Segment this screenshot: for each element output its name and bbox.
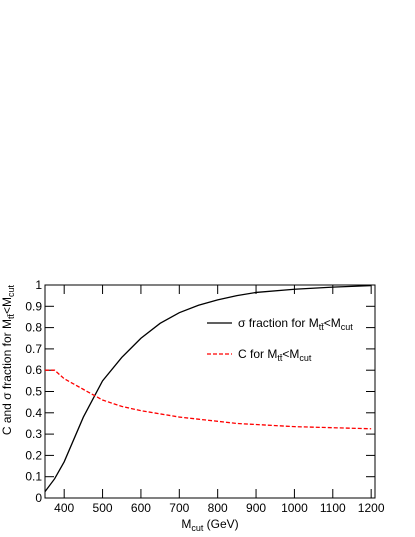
- legend-label: C for Mtt̄<Mcut: [238, 347, 312, 363]
- y-tick-label: 1: [35, 278, 42, 292]
- y-tick-label: 0: [35, 491, 42, 505]
- x-tick-label: 400: [54, 501, 74, 515]
- x-tick-label: 900: [246, 501, 266, 515]
- y-tick-label: 0.1: [25, 470, 42, 484]
- x-tick-label: 1100: [320, 501, 346, 515]
- x-tick-label: 1000: [281, 501, 308, 515]
- y-tick-label: 0.7: [25, 342, 42, 356]
- series-line: [44, 284, 372, 493]
- legend-label: σ fraction for Mtt̄<Mcut: [238, 316, 353, 332]
- y-tick-label: 0.6: [25, 363, 42, 377]
- series-line: [45, 369, 372, 430]
- x-tick-label: 800: [208, 501, 228, 515]
- x-tick-label: 600: [131, 501, 151, 515]
- x-axis-label: Mcut (GeV): [181, 517, 238, 533]
- x-tick-label: 500: [93, 501, 113, 515]
- y-axis-label: C and σ fraction for Mtt̄<Mcut: [0, 285, 16, 436]
- y-tick-label: 0.2: [25, 448, 42, 462]
- x-tick-label: 1200: [358, 501, 385, 515]
- x-tick-label: 700: [169, 501, 189, 515]
- y-tick-label: 0.4: [25, 406, 42, 420]
- y-tick-label: 0.9: [25, 299, 42, 313]
- y-tick-label: 0.3: [25, 427, 42, 441]
- y-tick-label: 0.8: [25, 321, 42, 335]
- y-tick-label: 0.5: [25, 385, 42, 399]
